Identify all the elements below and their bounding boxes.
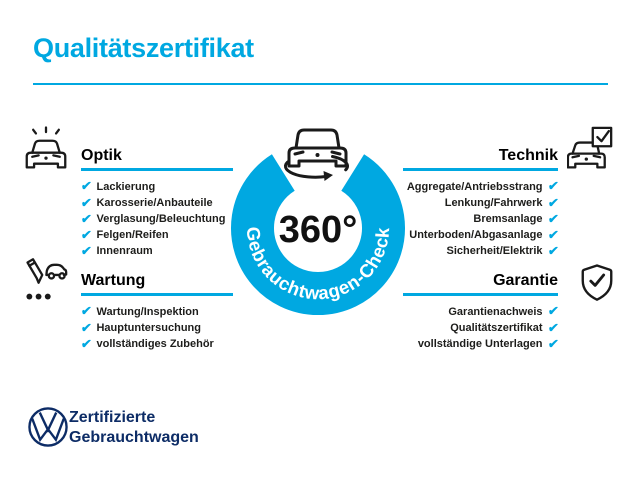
- item-label: Unterboden/Abgasanlage: [409, 229, 543, 242]
- item-label: Karosserie/Anbauteile: [96, 196, 213, 209]
- item-label: Verglasung/Beleuchtung: [96, 212, 226, 225]
- check-icon: ✔: [80, 211, 93, 226]
- optik-underline: [81, 168, 233, 171]
- item-label: Bremsanlage: [473, 212, 543, 225]
- item-label: Garantienachweis: [448, 305, 543, 318]
- check-icon: ✔: [80, 244, 93, 259]
- item-label: Lenkung/Fahrwerk: [444, 196, 543, 209]
- garantie-underline: [403, 293, 558, 296]
- ring-arc: [231, 154, 405, 315]
- vw-logo-icon: [28, 407, 68, 447]
- checklist-item: ✔ Lackierung: [80, 179, 311, 195]
- checklist-item: Qualitätszertifikat ✔: [328, 320, 559, 336]
- checklist-item: ✔ Felgen/Reifen: [80, 227, 311, 243]
- pencil-car-icon: [26, 258, 68, 300]
- check-icon: ✔: [80, 195, 93, 210]
- checklist-item: Sicherheit/Elektrik ✔: [328, 243, 559, 259]
- check-icon: ✔: [80, 304, 93, 319]
- checklist-item: Lenkung/Fahrwerk ✔: [328, 195, 559, 211]
- title-divider: [33, 83, 608, 85]
- item-label: Innenraum: [96, 245, 153, 258]
- checklist-item: ✔ Karosserie/Anbauteile: [80, 195, 311, 211]
- wartung-heading: Wartung: [81, 272, 146, 289]
- ring-badge: 360° Gebrauchtwagen-Check: [231, 128, 405, 315]
- brand-claim: Zertifizierte Gebrauchtwagen: [69, 408, 199, 447]
- checklist-item: Garantienachweis ✔: [328, 304, 558, 320]
- technik-underline: [403, 168, 558, 171]
- check-icon: ✔: [546, 320, 559, 335]
- checklist-item: ✔ Wartung/Inspektion: [80, 304, 311, 320]
- optik-heading: Optik: [81, 147, 122, 164]
- car-rotation-icon: [283, 128, 349, 181]
- item-label: Lackierung: [96, 180, 156, 193]
- checklist-item: ✔ Hauptuntersuchung: [80, 320, 311, 336]
- checklist-item: ✔ Verglasung/Beleuchtung: [80, 211, 311, 227]
- check-icon: ✔: [546, 244, 559, 259]
- car-checkbox-icon: [567, 126, 613, 169]
- car-shine-icon: [25, 126, 67, 169]
- section-wartung: Wartung ✔ Wartung/Inspektion ✔ Hauptunters…: [80, 271, 311, 352]
- checklist-item: ✔ vollständiges Zubehör: [80, 336, 311, 352]
- section-optik: Optik ✔ Lackierung ✔ Karosserie/Anbauteile…: [80, 146, 311, 259]
- check-icon: ✔: [546, 211, 559, 226]
- brand-line1: Zertifizierte: [69, 409, 156, 426]
- item-label: vollständiges Zubehör: [96, 337, 214, 350]
- item-label: Qualitätszertifikat: [450, 321, 543, 334]
- page-title: Qualitätszertifikat: [33, 33, 254, 63]
- check-icon: ✔: [546, 336, 559, 351]
- check-icon: ✔: [546, 195, 559, 210]
- shield-check-icon: [581, 264, 613, 301]
- check-icon: ✔: [80, 336, 93, 351]
- item-label: Wartung/Inspektion: [96, 305, 199, 318]
- degree-label: 360°: [279, 209, 358, 251]
- item-label: Aggregate/Antriebsstrang: [406, 180, 543, 193]
- item-label: Felgen/Reifen: [96, 229, 169, 242]
- section-technik: Technik Aggregate/Antriebsstrang ✔ Lenkun…: [328, 146, 559, 259]
- garantie-heading: Garantie: [493, 272, 558, 289]
- check-icon: ✔: [80, 320, 93, 335]
- checklist-item: Aggregate/Antriebsstrang ✔: [328, 179, 559, 195]
- brand-line2: Gebrauchtwagen: [69, 428, 199, 446]
- checklist-item: Unterboden/Abgasanlage ✔: [328, 227, 558, 243]
- checklist-item: Bremsanlage ✔: [328, 211, 558, 227]
- section-garantie: Garantie Garantienachweis ✔ Qualitätszert…: [328, 271, 559, 352]
- item-label: vollständige Unterlagen: [417, 337, 543, 350]
- wartung-underline: [81, 293, 233, 296]
- check-icon: ✔: [546, 304, 559, 319]
- check-icon: ✔: [80, 179, 93, 194]
- check-icon: ✔: [546, 179, 559, 194]
- checklist-item: vollständige Unterlagen ✔: [328, 336, 559, 352]
- technik-heading: Technik: [498, 147, 558, 164]
- checklist-item: ✔ Innenraum: [80, 243, 311, 259]
- item-label: Hauptuntersuchung: [96, 321, 201, 334]
- item-label: Sicherheit/Elektrik: [446, 245, 543, 258]
- check-icon: ✔: [546, 227, 559, 242]
- check-icon: ✔: [80, 227, 93, 242]
